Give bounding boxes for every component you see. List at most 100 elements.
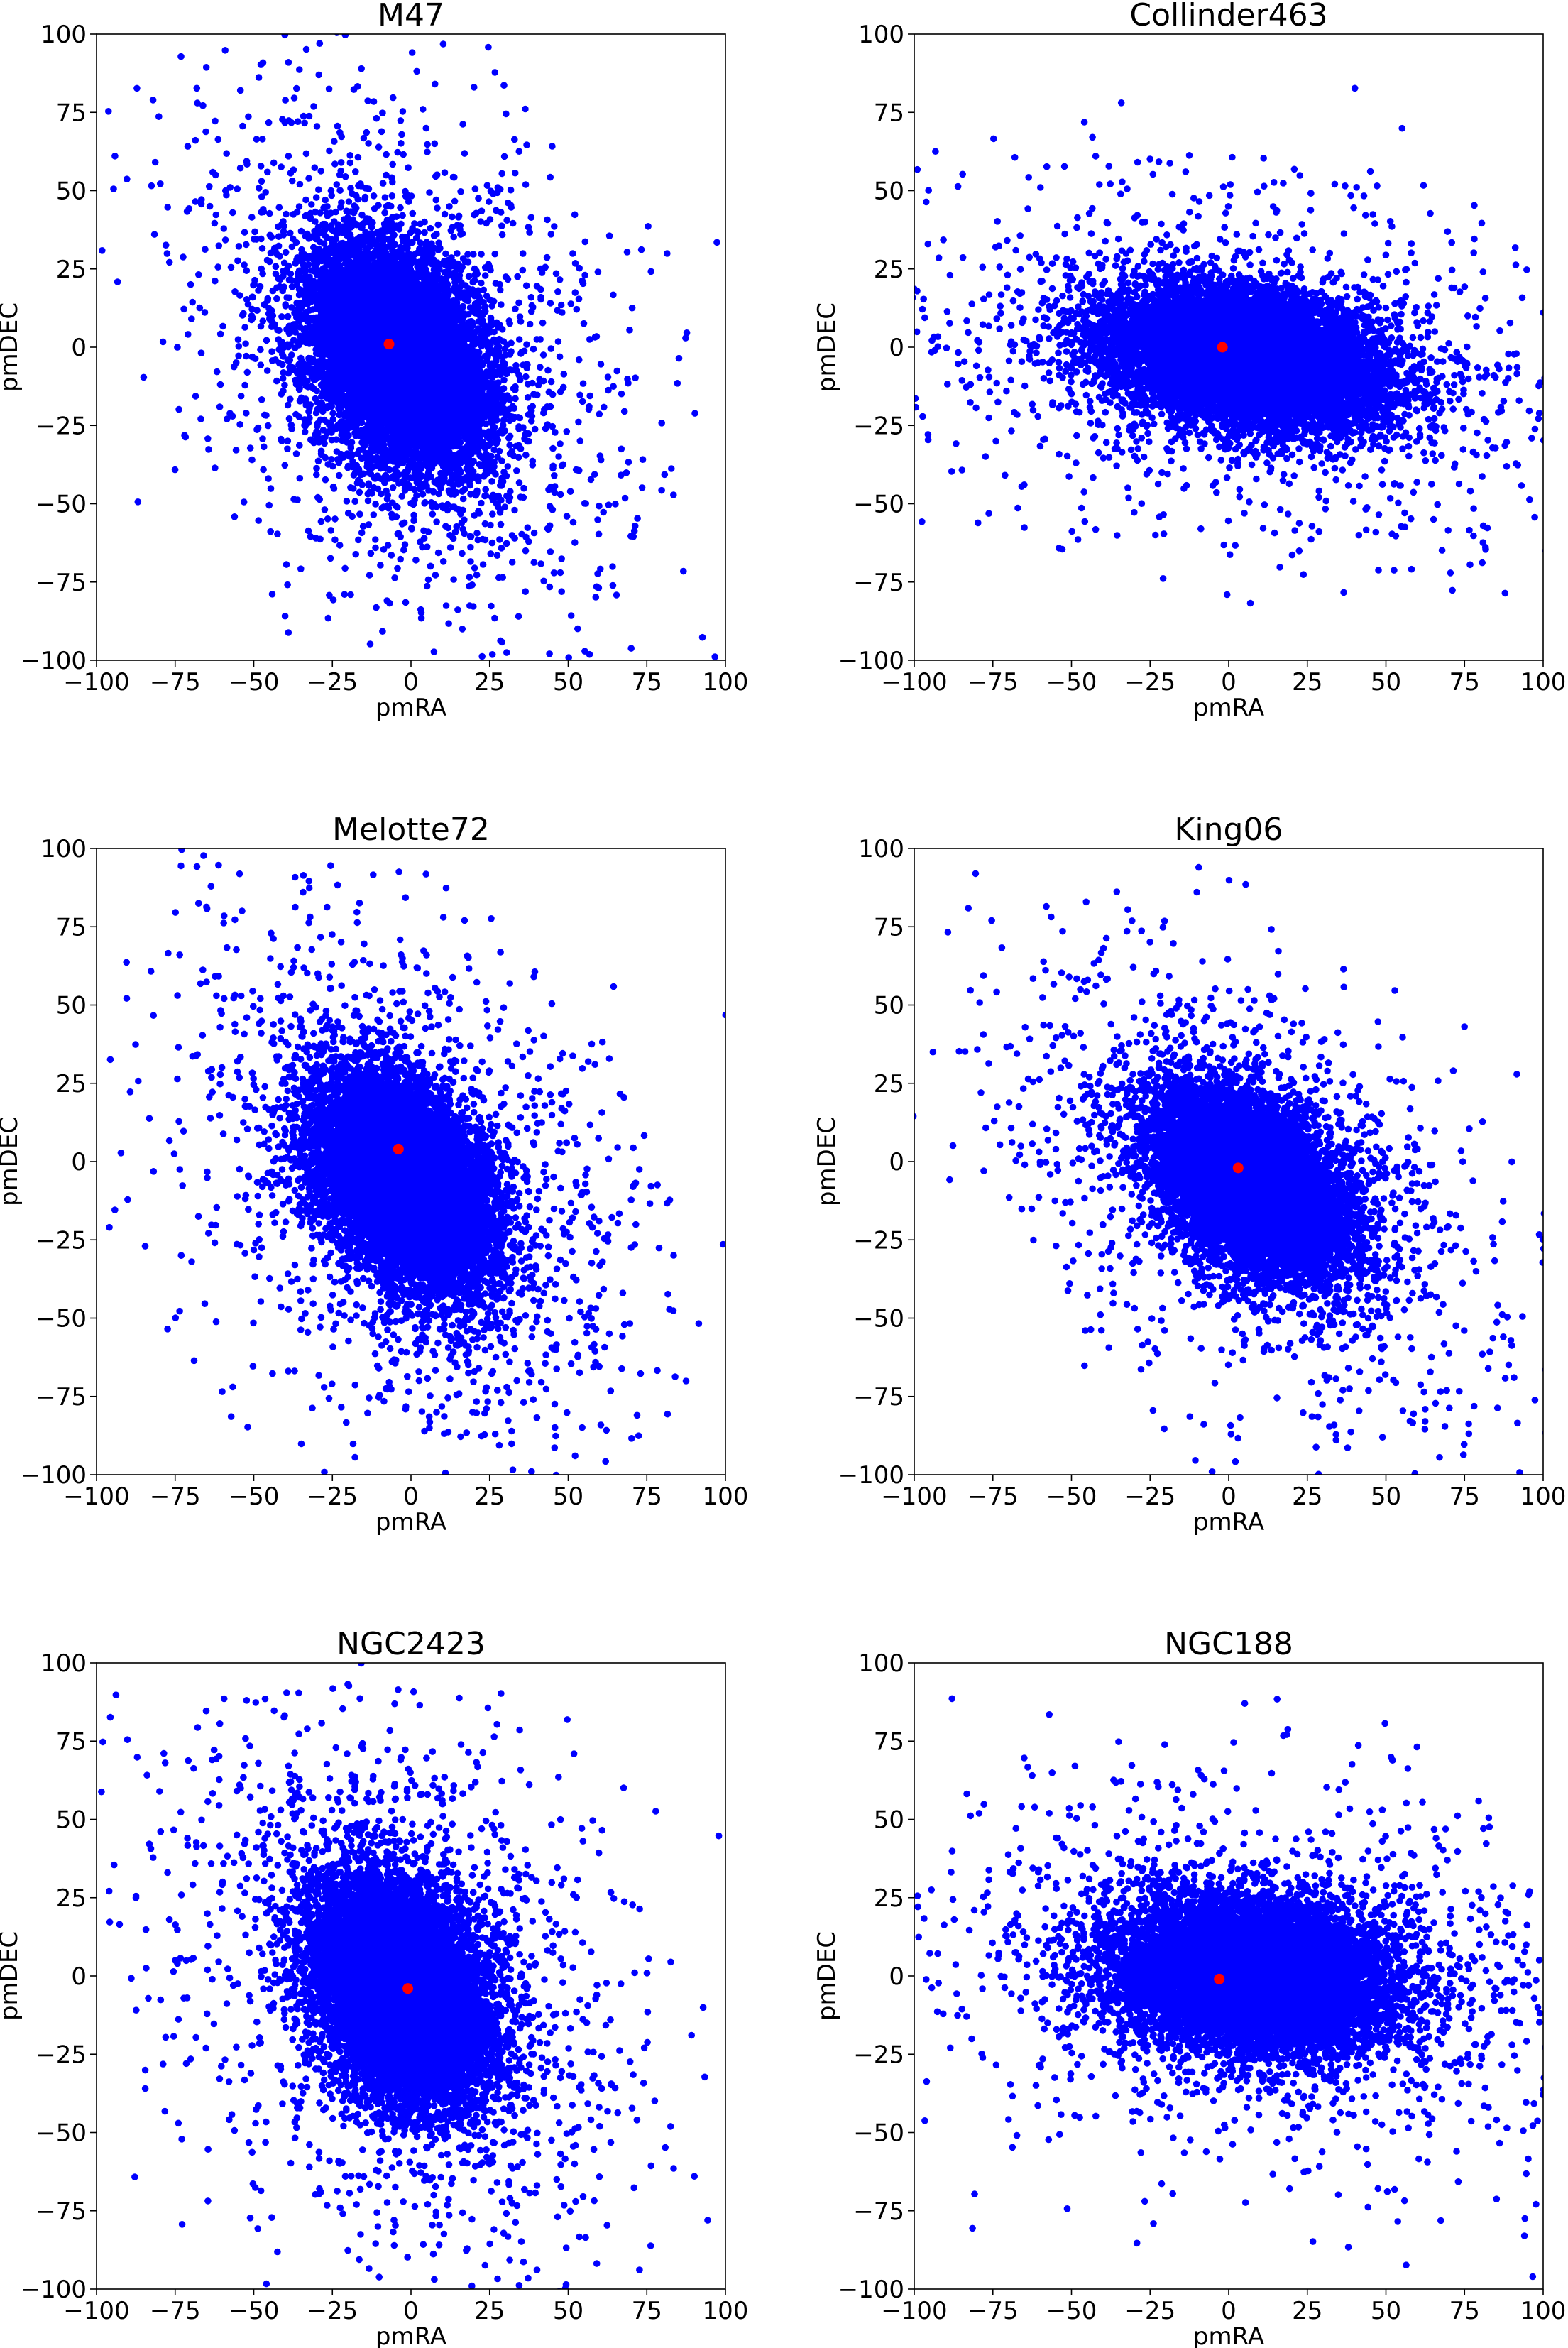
scatter-point [267,528,274,535]
scatter-point [512,170,519,177]
scatter-point [425,577,432,584]
scatter-point [668,465,675,472]
scatter-point [241,382,248,389]
scatter-point [356,489,363,496]
scatter-point [302,429,309,436]
scatter-point [293,450,300,457]
scatter-point [601,404,608,411]
scatter-point [258,323,265,330]
scatter-point [296,66,303,73]
scatter-point [525,394,532,401]
scatter-point [433,197,440,204]
scatter-point [484,182,491,189]
scatter-point [489,651,496,658]
scatter-point [478,653,486,660]
scatter-point [258,361,265,368]
scatter-point [202,309,209,316]
scatter-point [670,491,677,498]
scatter-point [420,106,427,113]
scatter-point [243,410,250,417]
scatter-point [256,74,263,81]
scatter-point [515,300,522,307]
scatter-point [488,603,495,610]
scatter-point [334,181,341,188]
scatter-point [626,327,633,334]
scatter-point [558,588,565,595]
scatter-point [209,169,216,176]
scatter-point [610,292,617,299]
scatter-point [676,355,683,362]
scatter-point [282,97,289,104]
scatter-point [259,245,266,252]
scatter-point [532,426,539,433]
scatter-point [192,137,199,144]
scatter-point [572,289,579,296]
scatter-point [367,640,374,648]
scatter-point [313,471,320,479]
scatter-point [382,194,389,201]
scatter-point [317,168,324,175]
scatter-point [351,471,358,479]
scatter-point [450,234,457,241]
scatter-point [302,197,309,204]
scatter-point [355,537,362,544]
scatter-point [473,268,480,275]
scatter-point [520,267,527,274]
scatter-point [105,108,112,115]
scatter-point [180,253,187,261]
scatter-point [166,259,173,266]
scatter-point [398,140,405,147]
scatter-point [424,583,431,590]
scatter-point [545,486,552,493]
scatter-point [236,343,243,350]
scatter-point [466,574,473,581]
scatter-point [352,551,359,558]
scatter-point [567,488,574,495]
scatter-point [275,233,283,240]
scatter-point [389,192,396,200]
scatter-point [618,446,625,453]
scatter-point [329,410,336,417]
scatter-point [618,391,625,398]
scatter-point [324,203,331,210]
scatter-point [515,613,522,620]
scatter-point [431,648,438,655]
scatter-point [217,331,224,338]
scatter-point [221,225,228,232]
scatter-point [229,209,236,217]
scatter-point [318,518,325,525]
scatter-point [215,136,222,143]
scatter-point [549,143,556,150]
scatter-point [629,305,636,312]
scatter-point [412,557,420,564]
scatter-point [480,561,487,568]
scatter-point [502,346,509,353]
scatter-point [632,374,639,381]
scatter-point [241,324,248,331]
scatter-point [326,148,333,155]
scatter-point [228,264,235,271]
scatter-point [194,85,201,92]
scatter-point [373,115,380,122]
scatter-point [402,599,410,606]
scatter-point [164,204,171,211]
scatter-point [358,65,365,72]
scatter-point [535,382,542,389]
scatter-point [164,250,171,257]
scatter-point [523,141,530,148]
scatter-point [276,204,283,211]
scatter-point [494,552,501,559]
scatter-point [110,185,117,192]
scatter-points [99,28,720,667]
scatter-point [315,186,322,193]
scatter-point [285,629,292,636]
scatter-point [551,472,558,479]
scatter-point [512,305,519,312]
scatter-point [445,525,452,532]
scatter-point [265,422,272,430]
scatter-point [500,82,508,89]
scatter-point [273,263,280,271]
scatter-point [111,153,119,160]
scatter-point [135,498,142,506]
